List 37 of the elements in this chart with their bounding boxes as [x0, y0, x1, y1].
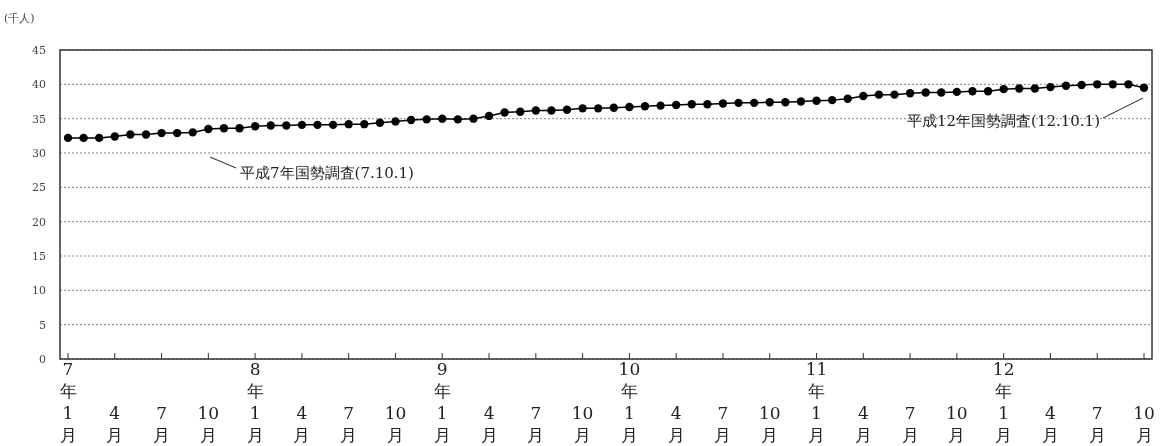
x-tick-label: 7月 [340, 403, 358, 445]
x-tick-label: 7月 [714, 403, 732, 445]
x-tick-label: 11年1月 [805, 359, 828, 445]
y-tick-label: 45 [32, 44, 46, 57]
y-axis-title: (千人) [4, 12, 35, 25]
x-tick-label: 7月 [1088, 403, 1106, 445]
x-tick-label: 7月 [527, 403, 545, 445]
y-tick-label: 30 [32, 147, 46, 160]
x-tick-label: 7月 [901, 403, 919, 445]
x-tick-label: 4月 [667, 403, 685, 445]
y-tick-label: 40 [32, 78, 46, 92]
y-tick-label: 5 [39, 318, 46, 332]
x-tick-label: 4月 [480, 403, 498, 445]
y-tick-label: 15 [32, 250, 46, 263]
x-tick-label: 10月 [197, 403, 220, 445]
x-tick-label: 7月 [153, 403, 171, 445]
x-tick-label: 4月 [293, 403, 311, 445]
x-tick-label: 10月 [758, 403, 781, 445]
x-tick-label: 10月 [571, 403, 594, 445]
annotation: 平成7年国勢調査(7.10.1) [240, 164, 414, 182]
x-tick-label: 4月 [854, 403, 872, 445]
x-tick-label: 8年1月 [246, 359, 264, 445]
x-tick-label: 10月 [1133, 403, 1155, 445]
x-tick-label: 7年1月 [59, 359, 77, 445]
y-tick-label: 0 [39, 353, 46, 366]
x-tick-label: 9年1月 [433, 359, 451, 445]
y-tick-label: 20 [32, 215, 46, 229]
x-tick-label: 10月 [384, 403, 407, 445]
y-tick-label: 25 [32, 181, 46, 195]
y-tick-label: 10 [32, 284, 46, 298]
x-tick-label: 10月 [946, 403, 968, 445]
annotation: 平成12年国勢調査(12.10.1) [906, 112, 1100, 130]
x-tick-label: 10年1月 [618, 359, 641, 445]
x-tick-label: 4月 [1041, 403, 1059, 445]
x-tick-label: 12年1月 [992, 359, 1015, 445]
x-tick-label: 4月 [106, 403, 124, 445]
y-tick-label: 35 [32, 112, 46, 126]
